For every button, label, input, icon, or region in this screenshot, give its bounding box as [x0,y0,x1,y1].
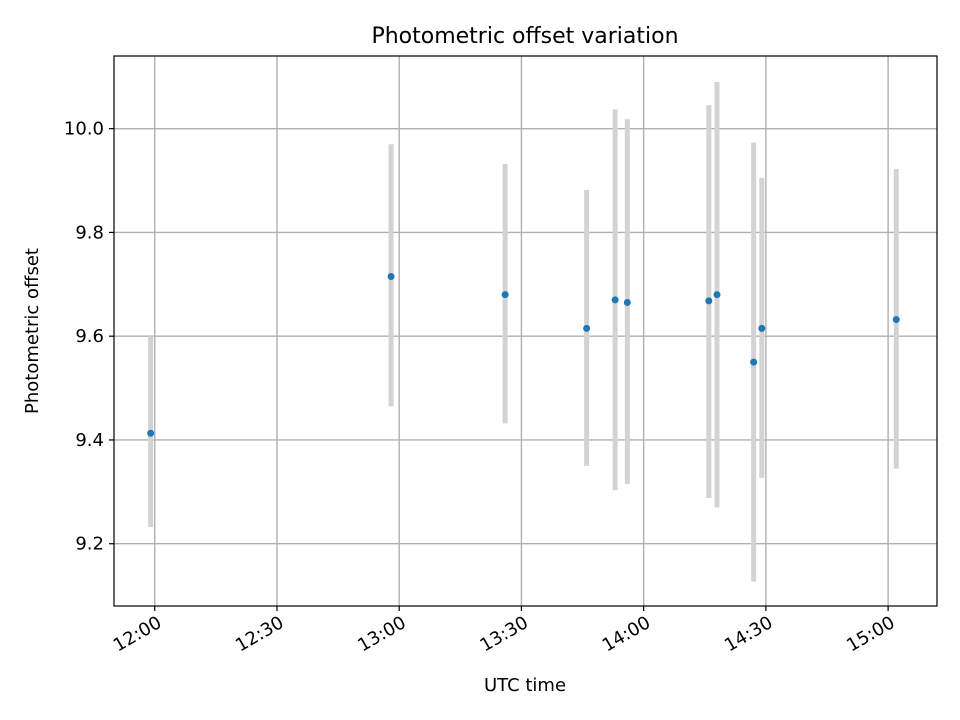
grid [114,56,937,606]
data-point [623,298,631,306]
plot-frame [113,55,938,607]
data-point [892,316,900,324]
data-point [583,324,591,332]
data-point [611,296,619,304]
data-point [713,291,721,299]
y-tick-label: 9.6 [75,326,104,347]
y-axis-ticks: 9.2 9.4 9.6 9.8 10.0 [64,119,114,555]
data-point [387,273,395,281]
y-tick-label: 10.0 [64,119,104,140]
x-axis-label: UTC time [484,675,566,696]
data-point [705,297,713,305]
y-tick-label: 9.2 [75,534,104,555]
chart-title: Photometric offset variation [371,24,678,49]
data-point [147,429,155,437]
data-point [758,324,766,332]
data-point [501,291,509,299]
data-points [147,273,900,437]
data-point [750,358,758,366]
y-axis-label: Photometric offset [22,248,43,414]
y-tick-label: 9.8 [75,222,104,243]
y-tick-label: 9.4 [75,430,104,451]
